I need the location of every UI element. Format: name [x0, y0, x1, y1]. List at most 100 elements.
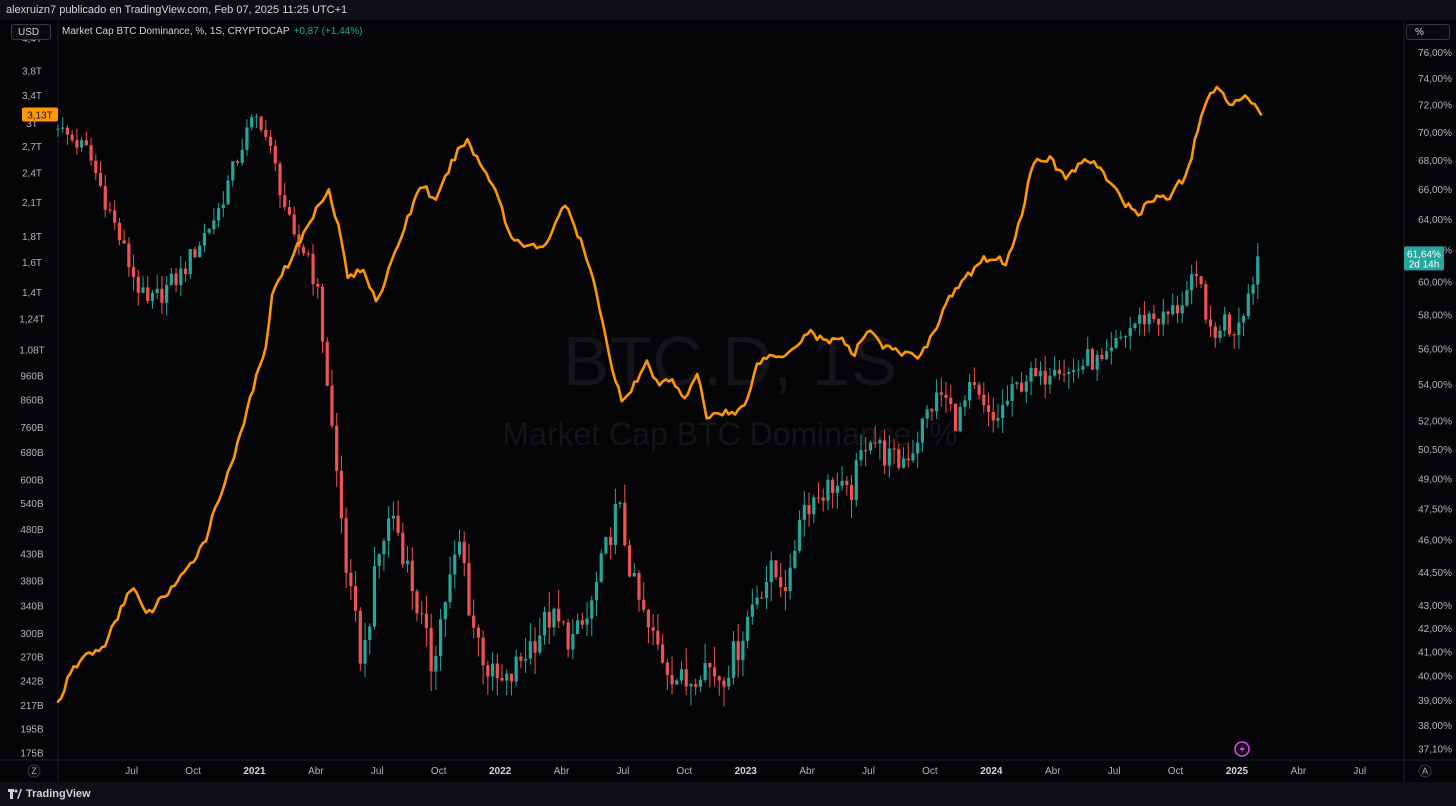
auto-scale-button-ring [1418, 764, 1432, 778]
publish-header: alexruizn7 publicado en TradingView.com,… [0, 0, 1456, 20]
candle [944, 381, 948, 413]
candle [75, 128, 79, 155]
time-axis-tick: Jul [371, 766, 384, 777]
candle [590, 595, 594, 637]
time-axis-tick: Jul [1353, 766, 1366, 777]
right-axis-tick: 37,10% [1418, 744, 1452, 755]
left-axis-tick: 3,4T [22, 91, 42, 102]
candle [363, 622, 367, 678]
time-axis-tick: Abr [554, 766, 570, 777]
legend-change: +0,87 (+1,44%) [293, 26, 363, 37]
candle [986, 393, 991, 426]
candle [235, 159, 240, 166]
left-last-value-label: 3,13T [22, 107, 58, 122]
lightning-icon[interactable] [1234, 741, 1250, 757]
candle [1142, 301, 1146, 337]
candle [113, 200, 117, 230]
candle [415, 588, 419, 622]
percent-scale-label: % [1415, 27, 1424, 38]
candle [1062, 359, 1066, 383]
right-axis-tick: 46,00% [1418, 536, 1452, 547]
tradingview-brand: TradingView [26, 788, 91, 800]
candle [613, 488, 617, 555]
candle [547, 592, 551, 645]
candle [1152, 305, 1156, 323]
candle [670, 656, 674, 695]
left-axis-tick: 860B [20, 396, 44, 407]
candle [996, 404, 1000, 429]
candle [467, 543, 471, 616]
candle [1156, 318, 1161, 336]
candle [1005, 385, 1010, 407]
candle [623, 484, 627, 547]
candle [864, 436, 868, 467]
left-axis-tick: 680B [20, 448, 44, 459]
left-axis-tick: 1,08T [19, 345, 45, 356]
time-axis-tick: Abr [1045, 766, 1061, 777]
candle [472, 599, 476, 639]
right-axis-tick: 43,00% [1418, 601, 1452, 612]
candle [1180, 291, 1184, 323]
candle [712, 646, 717, 687]
candle [878, 438, 882, 460]
candle [509, 673, 514, 696]
time-axis-tick: Jul [1108, 766, 1121, 777]
candle [1241, 313, 1246, 337]
candle [448, 556, 452, 609]
candle [1123, 335, 1128, 348]
auto-scale-button[interactable]: A [1422, 766, 1428, 776]
candle [1246, 284, 1250, 320]
candle [802, 491, 806, 537]
candle [273, 139, 277, 172]
candle [826, 474, 830, 511]
candle [231, 161, 235, 187]
currency-scale-button[interactable]: USD [11, 24, 51, 40]
candle [1086, 336, 1090, 367]
time-axis-tick: Abr [308, 766, 324, 777]
candle [103, 174, 107, 218]
total-market-cap-line [56, 85, 1263, 703]
candle [56, 124, 60, 137]
candle [958, 402, 962, 433]
candle [788, 553, 792, 600]
right-axis-tick: 44,50% [1418, 568, 1452, 579]
candle [160, 276, 164, 314]
z-scale-button[interactable]: Z [31, 766, 37, 776]
candle [821, 488, 825, 512]
candle [901, 447, 906, 469]
percent-scale-button[interactable]: % [1406, 24, 1450, 40]
candle [1227, 311, 1232, 337]
candle [637, 569, 641, 612]
candle [632, 563, 636, 577]
candle [1119, 330, 1123, 340]
right-axis-tick: 49,00% [1418, 474, 1452, 485]
candle [812, 494, 816, 523]
right-axis-tick: 47,50% [1418, 504, 1452, 515]
candle [840, 466, 844, 491]
candle [609, 526, 613, 560]
right-percent-axis[interactable]: 76,00% 74,00% 72,00% 70,00% 68,00% 66,00% 64,0… [1418, 48, 1452, 755]
left-axis-tick: 2,7T [22, 142, 42, 153]
candle [80, 137, 84, 152]
candle [453, 540, 457, 589]
symbol-legend[interactable]: Market Cap BTC Dominance, %, 1S, CRYPTOC… [62, 26, 362, 38]
candle [604, 536, 608, 555]
time-axis-tick: 2025 [1226, 766, 1249, 777]
right-axis-tick: 40,00% [1418, 671, 1452, 682]
left-axis-tick: 3T [26, 119, 38, 130]
left-axis-tick: 960B [20, 371, 44, 382]
left-last-value-text: 3,13T [27, 110, 53, 121]
candle [764, 565, 769, 610]
candle [212, 208, 216, 235]
candle [897, 443, 901, 471]
candle [991, 397, 995, 433]
candle [755, 585, 759, 610]
right-axis-tick: 39,00% [1418, 696, 1452, 707]
candle [155, 274, 159, 300]
time-axis-tick: Abr [799, 766, 815, 777]
time-axis[interactable]: Jul Oct 2021 Abr Jul Oct 2022 Abr Jul Oct 2023 Abr J… [125, 766, 1366, 777]
left-price-axis[interactable]: 4,4T3,8T3,4T3T2,7T2,4T2,1T1,8T1,6T1,4T1,… [19, 34, 45, 760]
candle [1038, 361, 1043, 386]
candle [1015, 381, 1019, 390]
